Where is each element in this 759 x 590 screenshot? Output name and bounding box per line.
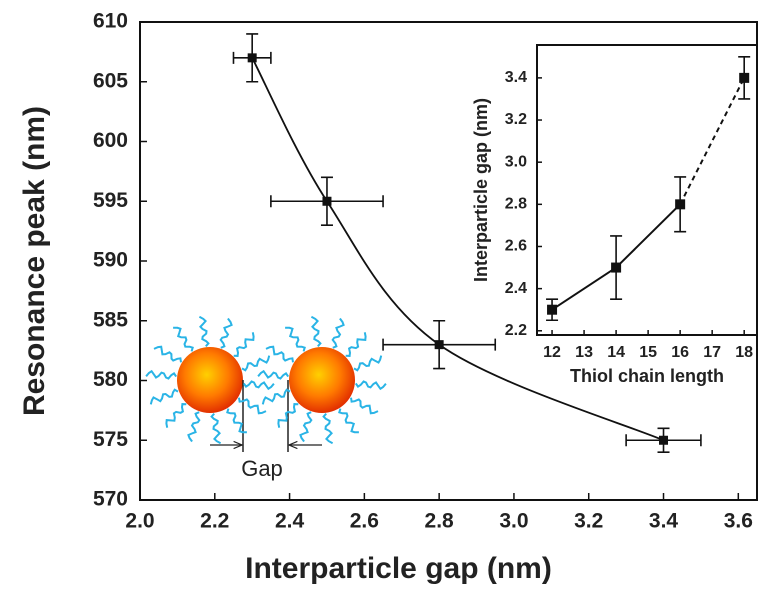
ligand — [173, 326, 194, 352]
y-tick-label: 3.4 — [505, 69, 527, 86]
ligand — [226, 408, 247, 434]
y-tick-label: 570 — [93, 488, 128, 511]
ligand — [299, 411, 313, 443]
x-axis-title: Thiol chain length — [570, 366, 724, 386]
nanoparticle — [289, 347, 355, 413]
ligand — [257, 369, 290, 380]
y-tick-label: 2.6 — [505, 238, 527, 255]
x-tick-label: 14 — [607, 344, 625, 361]
ligand — [331, 317, 345, 349]
ligand — [353, 355, 383, 372]
y-tick-label: 575 — [93, 428, 128, 451]
y-tick-label: 590 — [93, 249, 128, 272]
plot-frame — [536, 44, 758, 336]
data-point — [434, 340, 444, 350]
ligand — [241, 355, 271, 372]
x-tick-label: 16 — [671, 344, 689, 361]
ligand — [165, 403, 187, 428]
y-axis-title: Resonance peak (nm) — [18, 106, 51, 416]
ligand — [265, 345, 294, 363]
fit-curve — [251, 57, 664, 442]
ligand — [198, 315, 210, 347]
ligand — [233, 332, 255, 357]
x-tick-label: 3.6 — [724, 510, 753, 533]
data-point — [739, 72, 750, 83]
ligand — [242, 380, 275, 391]
x-tick-label: 2.4 — [275, 510, 305, 533]
ligand — [261, 388, 291, 405]
y-tick-label: 2.4 — [505, 280, 527, 297]
ligand — [219, 317, 233, 349]
connector — [615, 203, 681, 269]
y-tick-label: 595 — [93, 189, 128, 212]
x-tick-label: 17 — [703, 344, 721, 361]
x-tick-label: 2.6 — [350, 510, 379, 533]
nanoparticle — [177, 347, 243, 413]
data-point — [611, 262, 622, 273]
data-point — [322, 196, 332, 206]
y-tick-label: 610 — [93, 10, 128, 33]
x-tick-label: 2.2 — [200, 510, 229, 533]
y-tick-label: 605 — [93, 69, 128, 92]
y-tick-label: 600 — [93, 129, 128, 152]
x-tick-label: 3.2 — [574, 510, 603, 533]
data-point — [675, 199, 686, 210]
ligand — [238, 397, 267, 415]
illustration: Gap — [145, 315, 387, 481]
ligand — [187, 411, 201, 443]
data-point — [659, 435, 669, 445]
ligand — [210, 413, 222, 445]
y-tick-label: 3.0 — [505, 153, 527, 170]
ligand — [285, 326, 306, 352]
x-tick-label: 18 — [735, 344, 753, 361]
gap-label: Gap — [241, 456, 283, 481]
y-tick-label: 2.2 — [505, 322, 527, 339]
y-tick-label: 580 — [93, 368, 128, 391]
x-tick-label: 15 — [639, 344, 657, 361]
y-tick-label: 3.2 — [505, 111, 527, 128]
ligand — [153, 345, 182, 363]
ligand — [277, 403, 299, 428]
ligand — [338, 408, 359, 434]
data-point — [547, 304, 558, 315]
data-point — [247, 53, 257, 63]
x-tick-label: 2.8 — [425, 510, 455, 533]
x-axis-title: Interparticle gap (nm) — [245, 552, 552, 585]
y-axis-title: Interparticle gap (nm) — [471, 98, 491, 282]
x-tick-label: 3.4 — [649, 510, 679, 533]
ligand — [354, 380, 387, 391]
ligand — [350, 397, 379, 415]
ligand — [310, 315, 322, 347]
x-tick-label: 3.0 — [499, 510, 528, 533]
y-tick-label: 585 — [93, 308, 128, 331]
x-tick-label: 13 — [575, 344, 593, 361]
ligand — [149, 388, 179, 405]
ligand — [345, 332, 367, 357]
connector — [551, 266, 617, 311]
x-tick-label: 12 — [543, 344, 561, 361]
ligand — [145, 369, 178, 380]
y-tick-label: 2.8 — [505, 196, 527, 213]
x-tick-label: 2.0 — [125, 510, 154, 533]
ligand — [322, 413, 334, 445]
connector — [679, 77, 746, 205]
